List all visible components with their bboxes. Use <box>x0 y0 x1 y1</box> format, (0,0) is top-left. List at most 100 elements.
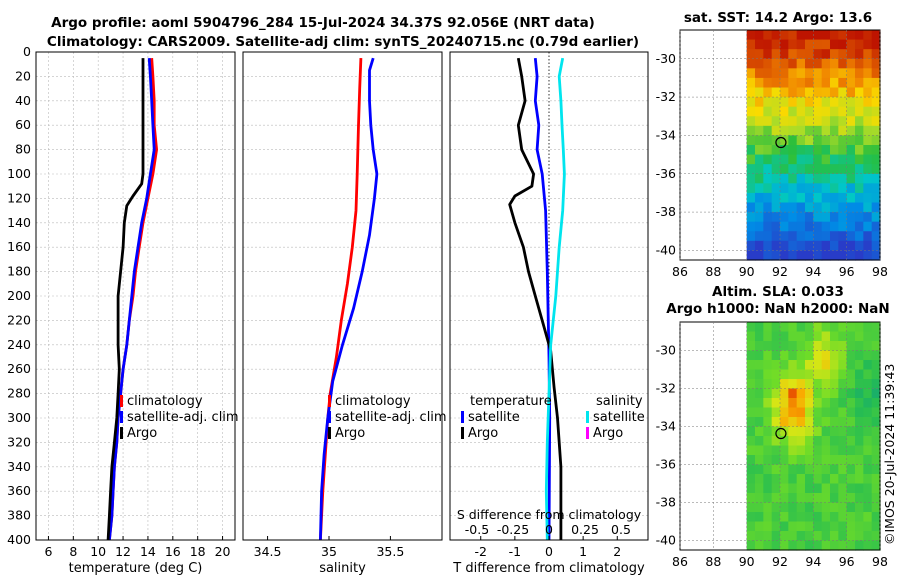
map-cell <box>763 531 773 542</box>
map-cell <box>746 116 756 127</box>
map-cell <box>846 360 856 371</box>
map-cell <box>771 154 781 165</box>
secondary-x-tick-label: 0.5 <box>611 522 631 537</box>
map-cell <box>805 49 814 60</box>
map-cell <box>821 154 831 165</box>
map-cell <box>796 221 806 232</box>
map-cell <box>830 445 839 456</box>
series-line <box>319 57 379 541</box>
y-tick-label: 260 <box>7 361 31 376</box>
map-cell <box>830 417 839 428</box>
legend-label: Argo <box>593 426 623 441</box>
map-cell <box>780 360 789 371</box>
map-cell <box>796 77 806 89</box>
y-tick-label: 20 <box>15 68 31 83</box>
map-cell <box>855 512 864 523</box>
map-cell <box>855 531 864 542</box>
map-cell <box>846 39 856 50</box>
map-cell <box>780 502 789 513</box>
map-cell <box>863 369 873 380</box>
map-cell <box>830 512 839 523</box>
map-cell <box>746 183 756 194</box>
series-line <box>508 57 563 540</box>
map-cell <box>871 183 881 194</box>
map-cell <box>855 116 864 127</box>
map-x-tick-label: 96 <box>839 554 855 569</box>
map-cell <box>838 521 848 532</box>
map-cell <box>846 164 856 175</box>
legend-swatch <box>120 395 123 407</box>
map-cell <box>871 493 881 504</box>
map-cell <box>855 145 864 156</box>
map-cell <box>796 417 806 428</box>
map-cell <box>855 398 864 409</box>
map-y-tick-label: -36 <box>656 457 676 472</box>
map-cell <box>796 483 806 494</box>
map-cell <box>771 398 781 409</box>
map-cell <box>821 426 831 437</box>
map-cell <box>813 125 823 137</box>
title-line-1: Argo profile: aoml 5904796_284 15-Jul-20… <box>51 15 595 31</box>
map-cell <box>855 183 864 194</box>
legend-swatch <box>120 411 123 423</box>
map-cell <box>863 531 873 542</box>
map-cell <box>871 250 881 261</box>
map-cell <box>846 455 856 466</box>
map-cell <box>821 331 831 342</box>
y-tick-label: 40 <box>15 93 31 108</box>
map-cell <box>830 116 839 127</box>
map-cell <box>788 417 798 428</box>
x-axis-label: salinity <box>319 561 366 576</box>
map-cell <box>755 512 764 523</box>
map-cell <box>755 369 764 380</box>
map-cell <box>813 512 823 523</box>
map-cell <box>788 202 798 213</box>
map-cell <box>830 87 839 98</box>
map-cell <box>796 58 806 69</box>
map-cell <box>771 455 781 466</box>
map-cell <box>855 87 864 98</box>
map-cell <box>830 540 839 551</box>
map-cell <box>830 331 839 342</box>
map-cell <box>830 135 839 146</box>
map-cell <box>771 116 781 127</box>
map-cell <box>796 407 806 418</box>
map-cell <box>805 58 814 69</box>
map-cell <box>830 388 839 399</box>
map-cell <box>780 512 789 523</box>
map-cell <box>746 212 756 223</box>
y-tick-label: 0 <box>23 44 31 59</box>
map-cell <box>780 125 789 137</box>
map-cell <box>838 331 848 342</box>
map-cell <box>755 77 764 89</box>
map-cell <box>763 39 773 50</box>
map-x-tick-label: 98 <box>872 554 888 569</box>
map-cell <box>780 30 789 41</box>
map-cell <box>821 192 831 204</box>
map-cell <box>846 183 856 194</box>
x-tick-label: 34.5 <box>254 544 282 559</box>
map-cell <box>763 250 773 261</box>
map-cell <box>746 30 756 41</box>
map-cell <box>746 455 756 466</box>
y-tick-label: 200 <box>7 288 31 303</box>
map-cell <box>846 379 856 390</box>
map-cell <box>755 240 764 252</box>
map-cell <box>763 502 773 513</box>
map-cell <box>838 464 848 475</box>
map-cell <box>871 474 881 485</box>
map-cell <box>746 135 756 146</box>
map-cell <box>755 331 764 342</box>
map-cell <box>763 379 773 390</box>
map-cell <box>771 77 781 89</box>
map-cell <box>838 39 848 50</box>
map-cell <box>855 212 864 223</box>
map-cell <box>846 445 856 456</box>
map-cell <box>788 49 798 60</box>
y-tick-label: 180 <box>7 264 31 279</box>
map-cell <box>788 483 798 494</box>
map-cell <box>855 106 864 117</box>
legend-label: climatology <box>335 394 411 409</box>
map-cell <box>763 202 773 213</box>
